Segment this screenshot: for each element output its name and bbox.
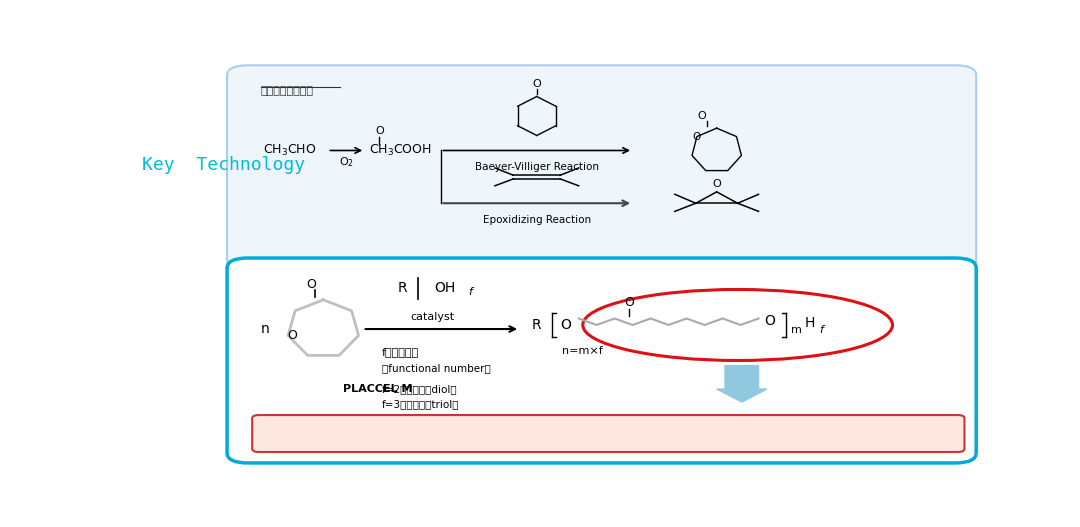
Text: f：官能度数: f：官能度数 (382, 347, 419, 357)
Text: PLACCEL M: PLACCEL M (342, 384, 413, 394)
Text: m: m (791, 325, 801, 335)
Text: O: O (764, 314, 774, 328)
Text: （functional number）: （functional number） (382, 364, 490, 374)
FancyBboxPatch shape (227, 65, 976, 270)
Text: Baeyer-Villiger Reaction: Baeyer-Villiger Reaction (475, 162, 598, 172)
Text: O: O (306, 278, 315, 291)
Text: n: n (260, 322, 269, 336)
Text: O: O (624, 296, 634, 309)
Text: R: R (532, 318, 541, 332)
Text: ①分子量分布窄、粘度低；②酸値低；③残余的金属催化剂少；: ①分子量分布窄、粘度低；②酸値低；③残余的金属催化剂少； (326, 428, 607, 443)
Text: $\mathregular{CH_3CHO}$: $\mathregular{CH_3CHO}$ (264, 143, 316, 158)
Text: f=4：四元醇（tetraol）: f=4：四元醇（tetraol） (382, 415, 473, 425)
Text: $\mathregular{CH_3COOH}$: $\mathregular{CH_3COOH}$ (369, 143, 432, 158)
Text: H: H (805, 316, 814, 330)
Text: O: O (698, 111, 706, 121)
Text: O: O (561, 318, 571, 332)
Text: O: O (692, 132, 701, 142)
Text: OH: OH (434, 281, 456, 296)
Text: O: O (375, 126, 383, 136)
Text: 特色：: 特色： (271, 428, 299, 443)
Text: Epoxidizing Reaction: Epoxidizing Reaction (483, 214, 591, 225)
Text: f=3：三元醇（triol）: f=3：三元醇（triol） (382, 399, 459, 409)
Text: O: O (713, 179, 721, 189)
FancyBboxPatch shape (253, 415, 964, 452)
Text: R: R (399, 281, 407, 296)
Text: O: O (287, 329, 297, 342)
Text: catalyst: catalyst (410, 312, 455, 322)
FancyArrow shape (717, 366, 767, 402)
Text: f=2：二元醇（diol）: f=2：二元醇（diol） (382, 384, 458, 394)
Text: f: f (820, 325, 823, 335)
Text: 过醛酸的氧化反应: 过醛酸的氧化反应 (260, 85, 313, 95)
Text: n=m×f: n=m×f (563, 346, 603, 356)
Text: Key  Technology: Key Technology (141, 155, 305, 174)
Text: $\mathregular{O_2}$: $\mathregular{O_2}$ (339, 155, 354, 169)
FancyBboxPatch shape (227, 258, 976, 463)
Text: O: O (532, 80, 541, 90)
Text: f: f (468, 287, 472, 297)
